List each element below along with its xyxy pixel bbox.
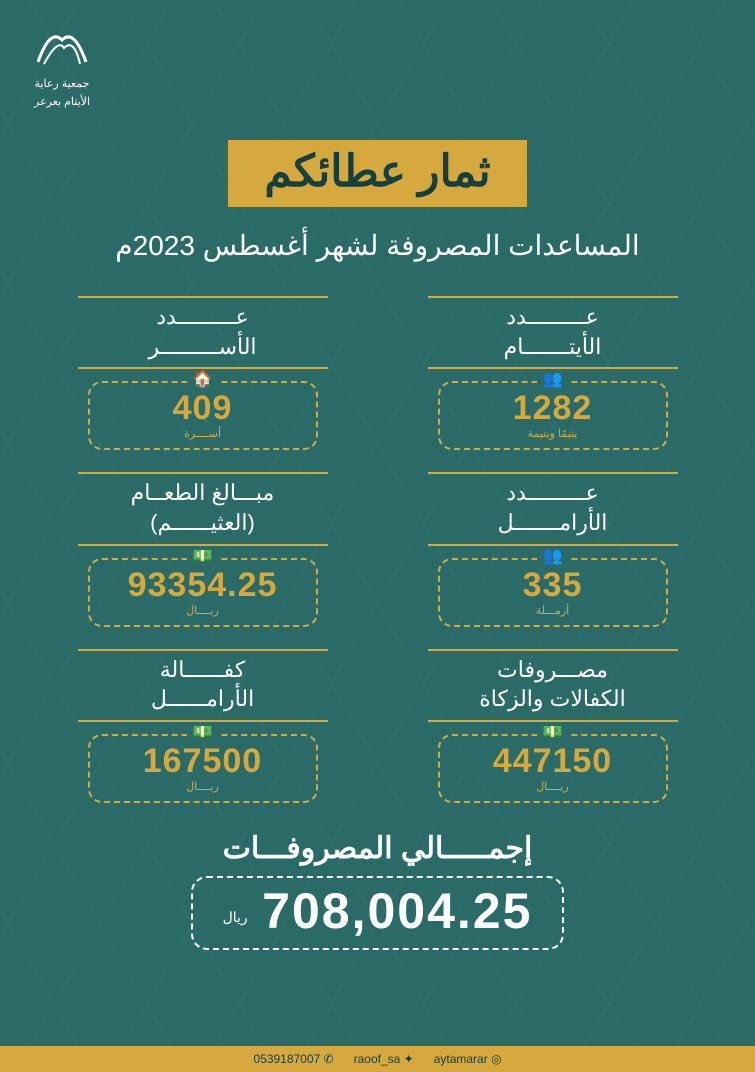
stat-value: 447150 [440,744,666,778]
stat-label-line2: (العثيــــــم) [78,508,328,538]
stat-card: عـــــــــدد الأرامـــــــل 👥 335 أرمـــ… [408,472,698,626]
money-icon: 💵 [537,722,569,742]
people-icon: 👥 [537,369,569,389]
stat-value-box: 💵 447150 ريــــال [438,734,668,803]
stat-card: مبـــالغ الطعــام (العثيــــــم) 💵 93354… [58,472,348,626]
total-section: إجمـــــالي المصروفـــات 708,004.25 ريال [0,831,755,950]
subtitle: المساعدات المصروفة لشهر أغسطس 2023م [0,229,755,262]
org-name-line1: جمعية رعاية [30,78,94,91]
stat-unit: ريــــال [90,604,316,617]
logo-mark [30,20,94,74]
total-value: 708,004.25 [262,882,532,940]
stat-label: عـــــــــدد الأيتـــــــام [428,296,678,369]
stat-value: 335 [440,568,666,602]
stat-label: عـــــــــدد الأرامـــــــل [428,472,678,545]
stat-label-line2: الأرامــــــل [78,684,328,714]
stat-unit: يتيمًا ويتيمة [440,427,666,440]
stat-unit: ريــــال [90,780,316,793]
stat-label-line1: مصـــروفات [428,655,678,685]
stat-label: مبـــالغ الطعــام (العثيــــــم) [78,472,328,545]
org-name-line2: الأيتام بعرعر [30,96,94,109]
stat-label-line1: مبـــالغ الطعــام [78,478,328,508]
money-icon: 💵 [187,722,219,742]
home-icon: 🏠 [187,369,219,389]
stat-label-line2: الأيتـــــــام [428,332,678,362]
stat-label-line1: عـــــــــدد [428,478,678,508]
instagram-handle: ◎ aytamarar [434,1052,502,1066]
stat-unit: أرمـــلة [440,604,666,617]
stat-label-line2: الكفالات والزكاة [428,684,678,714]
stat-value-box: 👥 1282 يتيمًا ويتيمة [438,381,668,450]
phone-number: ✆ 0539187007 [253,1052,333,1066]
stat-label: كفــــــالة الأرامــــــل [78,649,328,722]
stat-value-box: 💵 167500 ريــــال [88,734,318,803]
stat-value: 167500 [90,744,316,778]
stat-label: عـــــــــدد الأســـــــــر [78,296,328,369]
total-value-box: 708,004.25 ريال [191,876,565,950]
twitter-handle: ✦ raoof_sa [354,1052,414,1066]
stat-unit: أســــرة [90,427,316,440]
total-unit: ريال [223,909,248,925]
stat-label: مصـــروفات الكفالات والزكاة [428,649,678,722]
stat-card: كفــــــالة الأرامــــــل 💵 167500 ريـــ… [58,649,348,803]
stat-label-line2: الأرامـــــــل [428,508,678,538]
stat-unit: ريــــال [440,780,666,793]
money-icon: 💵 [187,546,219,566]
stat-label-line1: عـــــــــدد [428,302,678,332]
stat-label-line1: كفــــــالة [78,655,328,685]
stat-value: 409 [90,391,316,425]
stats-grid: عـــــــــدد الأيتـــــــام 👥 1282 يتيمً… [58,296,698,803]
main-title: ثمار عطائكم [228,140,526,207]
stat-value-box: 🏠 409 أســــرة [88,381,318,450]
org-logo: جمعية رعاية الأيتام بعرعر [30,20,94,109]
stat-value-box: 👥 335 أرمـــلة [438,558,668,627]
stat-value: 93354.25 [90,568,316,602]
stat-value-box: 💵 93354.25 ريــــال [88,558,318,627]
stat-value: 1282 [440,391,666,425]
stat-card: عـــــــــدد الأســـــــــر 🏠 409 أســــ… [58,296,348,450]
stat-label-line1: عـــــــــدد [78,302,328,332]
header: ثمار عطائكم المساعدات المصروفة لشهر أغسط… [0,0,755,262]
stat-label-line2: الأســـــــــر [78,332,328,362]
footer-bar: ◎ aytamarar ✦ raoof_sa ✆ 0539187007 [0,1046,755,1072]
stat-card: عـــــــــدد الأيتـــــــام 👥 1282 يتيمً… [408,296,698,450]
stat-card: مصـــروفات الكفالات والزكاة 💵 447150 ريـ… [408,649,698,803]
total-label: إجمـــــالي المصروفـــات [0,831,755,866]
people-icon: 👥 [537,546,569,566]
